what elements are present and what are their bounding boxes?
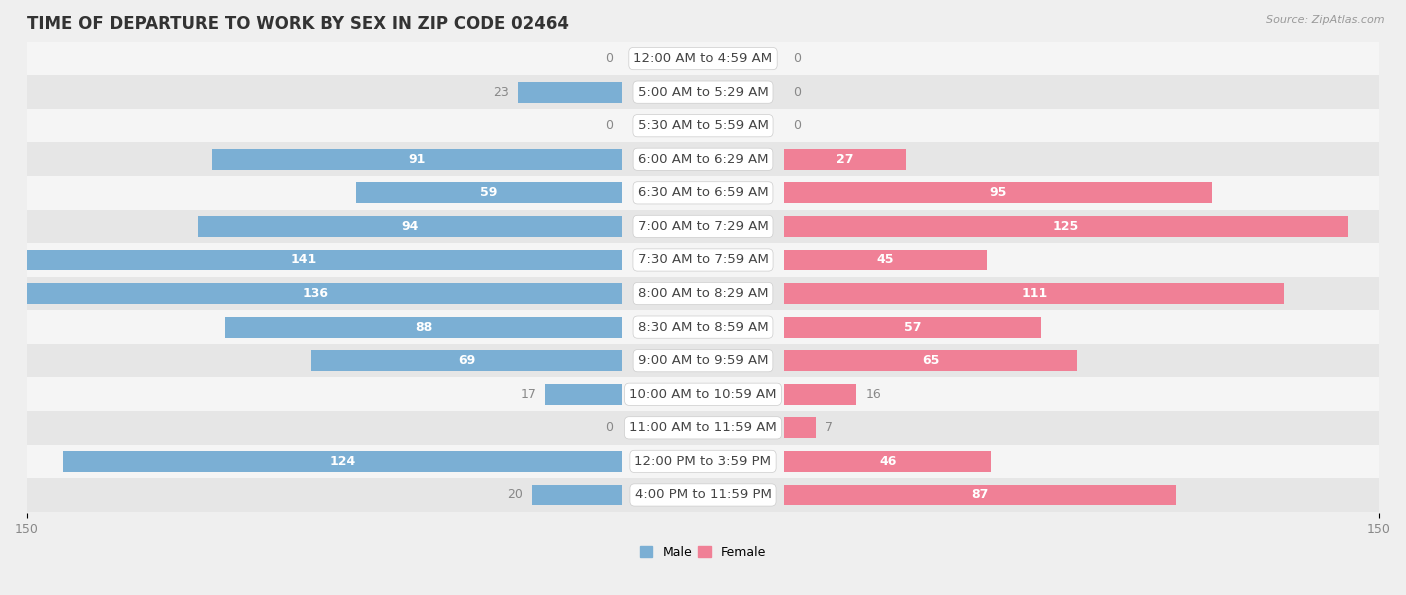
Text: 0: 0	[605, 421, 613, 434]
Bar	[531, 484, 621, 505]
Bar	[27, 478, 1379, 512]
Text: 5:00 AM to 5:29 AM: 5:00 AM to 5:29 AM	[638, 86, 768, 99]
Bar	[27, 42, 1379, 76]
Text: 10:00 AM to 10:59 AM: 10:00 AM to 10:59 AM	[630, 388, 776, 401]
Text: 6:00 AM to 6:29 AM: 6:00 AM to 6:29 AM	[638, 153, 768, 166]
Bar	[785, 350, 1077, 371]
Text: 6:30 AM to 6:59 AM: 6:30 AM to 6:59 AM	[638, 186, 768, 199]
Bar	[785, 484, 1177, 505]
Bar	[785, 283, 1285, 304]
Bar	[225, 317, 621, 337]
Bar	[27, 311, 1379, 344]
Text: 20: 20	[506, 488, 523, 502]
Text: 0: 0	[605, 119, 613, 132]
Bar	[27, 209, 1379, 243]
Bar	[785, 249, 987, 270]
Bar	[8, 283, 621, 304]
Bar	[27, 444, 1379, 478]
Text: 57: 57	[904, 321, 921, 334]
Text: 9:00 AM to 9:59 AM: 9:00 AM to 9:59 AM	[638, 354, 768, 367]
Text: 88: 88	[415, 321, 432, 334]
Text: 16: 16	[865, 388, 882, 401]
Text: 91: 91	[408, 153, 426, 166]
Text: 0: 0	[793, 119, 801, 132]
Text: 59: 59	[481, 186, 498, 199]
Bar	[212, 149, 621, 170]
Text: 11:00 AM to 11:59 AM: 11:00 AM to 11:59 AM	[628, 421, 778, 434]
Text: 0: 0	[793, 52, 801, 65]
Bar	[63, 451, 621, 472]
Text: 141: 141	[291, 253, 318, 267]
Text: 95: 95	[990, 186, 1007, 199]
Text: 7:00 AM to 7:29 AM: 7:00 AM to 7:29 AM	[638, 220, 768, 233]
Text: 111: 111	[1021, 287, 1047, 300]
Bar	[785, 216, 1347, 237]
Text: 69: 69	[458, 354, 475, 367]
Text: 12:00 AM to 4:59 AM: 12:00 AM to 4:59 AM	[634, 52, 772, 65]
Text: 45: 45	[877, 253, 894, 267]
Text: 8:30 AM to 8:59 AM: 8:30 AM to 8:59 AM	[638, 321, 768, 334]
Text: 27: 27	[837, 153, 853, 166]
Bar	[519, 82, 621, 102]
Bar	[27, 76, 1379, 109]
Bar	[0, 249, 621, 270]
Text: 5:30 AM to 5:59 AM: 5:30 AM to 5:59 AM	[637, 119, 769, 132]
Text: 94: 94	[401, 220, 419, 233]
Text: 0: 0	[605, 52, 613, 65]
Bar	[27, 411, 1379, 444]
Text: 7: 7	[825, 421, 832, 434]
Text: 124: 124	[329, 455, 356, 468]
Text: 87: 87	[972, 488, 988, 502]
Bar	[27, 344, 1379, 377]
Text: 23: 23	[494, 86, 509, 99]
Bar	[356, 183, 621, 203]
Bar	[27, 377, 1379, 411]
Text: Source: ZipAtlas.com: Source: ZipAtlas.com	[1267, 15, 1385, 25]
Bar	[198, 216, 621, 237]
Bar	[546, 384, 621, 405]
Legend: Male, Female: Male, Female	[636, 541, 770, 564]
Bar	[785, 149, 905, 170]
Text: 125: 125	[1053, 220, 1078, 233]
Text: 8:00 AM to 8:29 AM: 8:00 AM to 8:29 AM	[638, 287, 768, 300]
Text: 12:00 PM to 3:59 PM: 12:00 PM to 3:59 PM	[634, 455, 772, 468]
Bar	[785, 418, 815, 439]
Text: 0: 0	[793, 86, 801, 99]
Text: 17: 17	[520, 388, 536, 401]
Text: 46: 46	[879, 455, 897, 468]
Bar	[785, 317, 1040, 337]
Bar	[785, 183, 1212, 203]
Bar	[785, 384, 856, 405]
Text: 7:30 AM to 7:59 AM: 7:30 AM to 7:59 AM	[637, 253, 769, 267]
Bar	[785, 451, 991, 472]
Bar	[27, 176, 1379, 209]
Bar	[311, 350, 621, 371]
Bar	[27, 142, 1379, 176]
Bar	[27, 243, 1379, 277]
Bar	[27, 277, 1379, 311]
Text: 4:00 PM to 11:59 PM: 4:00 PM to 11:59 PM	[634, 488, 772, 502]
Bar	[27, 109, 1379, 142]
Text: TIME OF DEPARTURE TO WORK BY SEX IN ZIP CODE 02464: TIME OF DEPARTURE TO WORK BY SEX IN ZIP …	[27, 15, 569, 33]
Text: 136: 136	[302, 287, 329, 300]
Text: 65: 65	[922, 354, 939, 367]
